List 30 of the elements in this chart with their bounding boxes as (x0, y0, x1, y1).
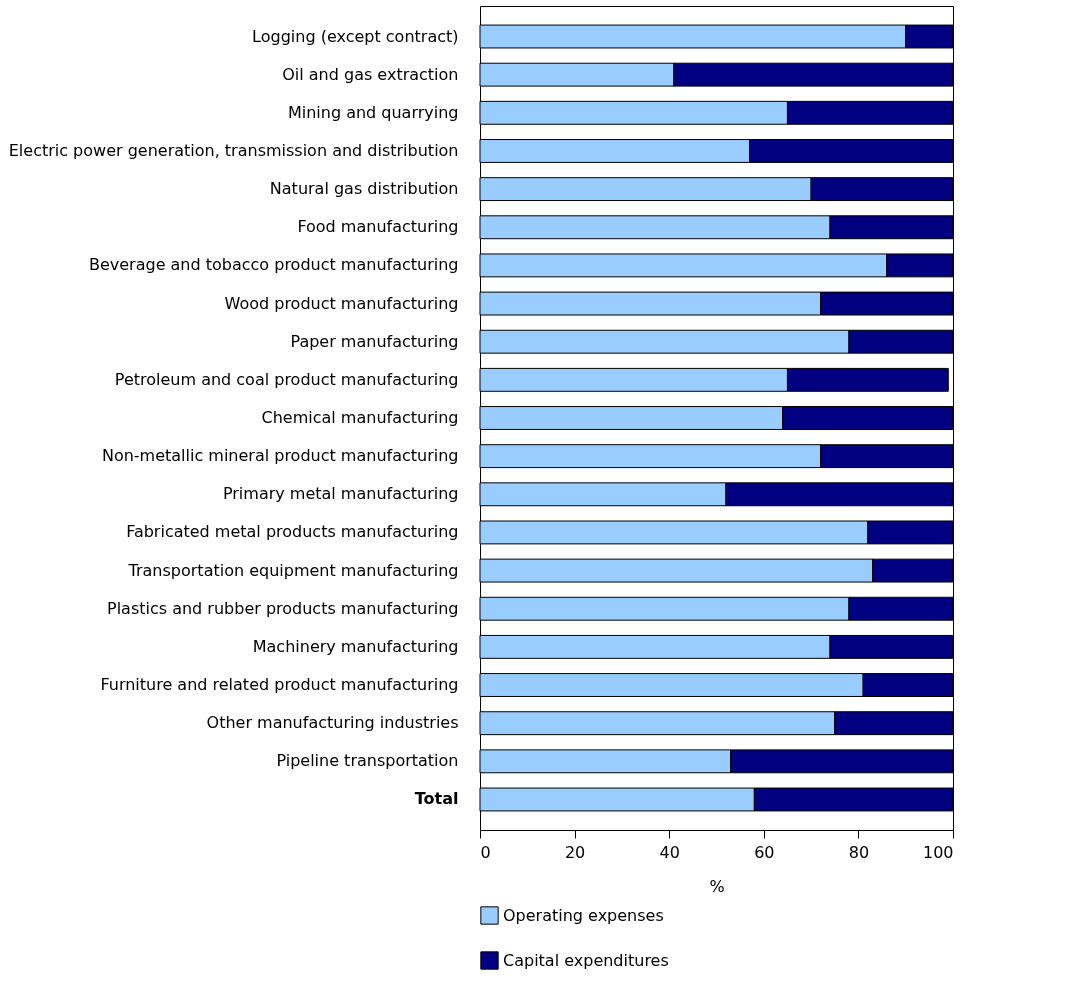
x-tick-label: 80 (848, 842, 870, 862)
y-tick-label: Non-metallic mineral product manufacturing (101, 446, 459, 466)
y-tick-label: Plastics and rubber products manufacturing (107, 598, 459, 618)
y-tick-label: Fabricated metal products manufacturing (126, 522, 459, 542)
y-tick-label: Wood product manufacturing (224, 293, 459, 313)
y-tick-label: Natural gas distribution (269, 179, 459, 199)
y-tick-label: Total (414, 789, 459, 809)
y-tick-label: Chemical manufacturing (261, 408, 459, 427)
y-tick-label: Other manufacturing industries (206, 713, 459, 733)
x-tick-label: 60 (754, 842, 775, 862)
y-tick-label: Furniture and related product manufacturing (100, 675, 459, 695)
legend-label: Operating expenses (503, 905, 664, 925)
legend-label: Capital expenditures (503, 950, 669, 970)
y-tick-label: Primary metal manufacturing (222, 484, 459, 504)
y-tick-label: Machinery manufacturing (252, 636, 459, 656)
y-tick-label: Food manufacturing (297, 217, 459, 237)
y-tick-label: Beverage and tobacco product manufacturing (88, 255, 459, 275)
y-tick-label: Oil and gas extraction (282, 64, 459, 84)
y-tick-label: Petroleum and coal product manufacturing (114, 369, 459, 389)
x-tick-label: 100 (922, 842, 954, 862)
x-tick-label: 20 (564, 842, 586, 862)
y-tick-label: Paper manufacturing (290, 331, 459, 351)
y-tick-label: Logging (except contract) (252, 26, 459, 46)
y-tick-label: Mining and quarrying (287, 102, 459, 122)
x-tick-label: 40 (659, 842, 680, 862)
y-tick-label: Pipeline transportation (276, 751, 459, 771)
y-tick-label: Electric power generation, transmission and distribution (8, 140, 459, 160)
x-axis-title: % (709, 876, 725, 896)
y-tick-label: Transportation equipment manufacturing (127, 560, 459, 580)
x-tick-label: 0 (480, 842, 491, 862)
